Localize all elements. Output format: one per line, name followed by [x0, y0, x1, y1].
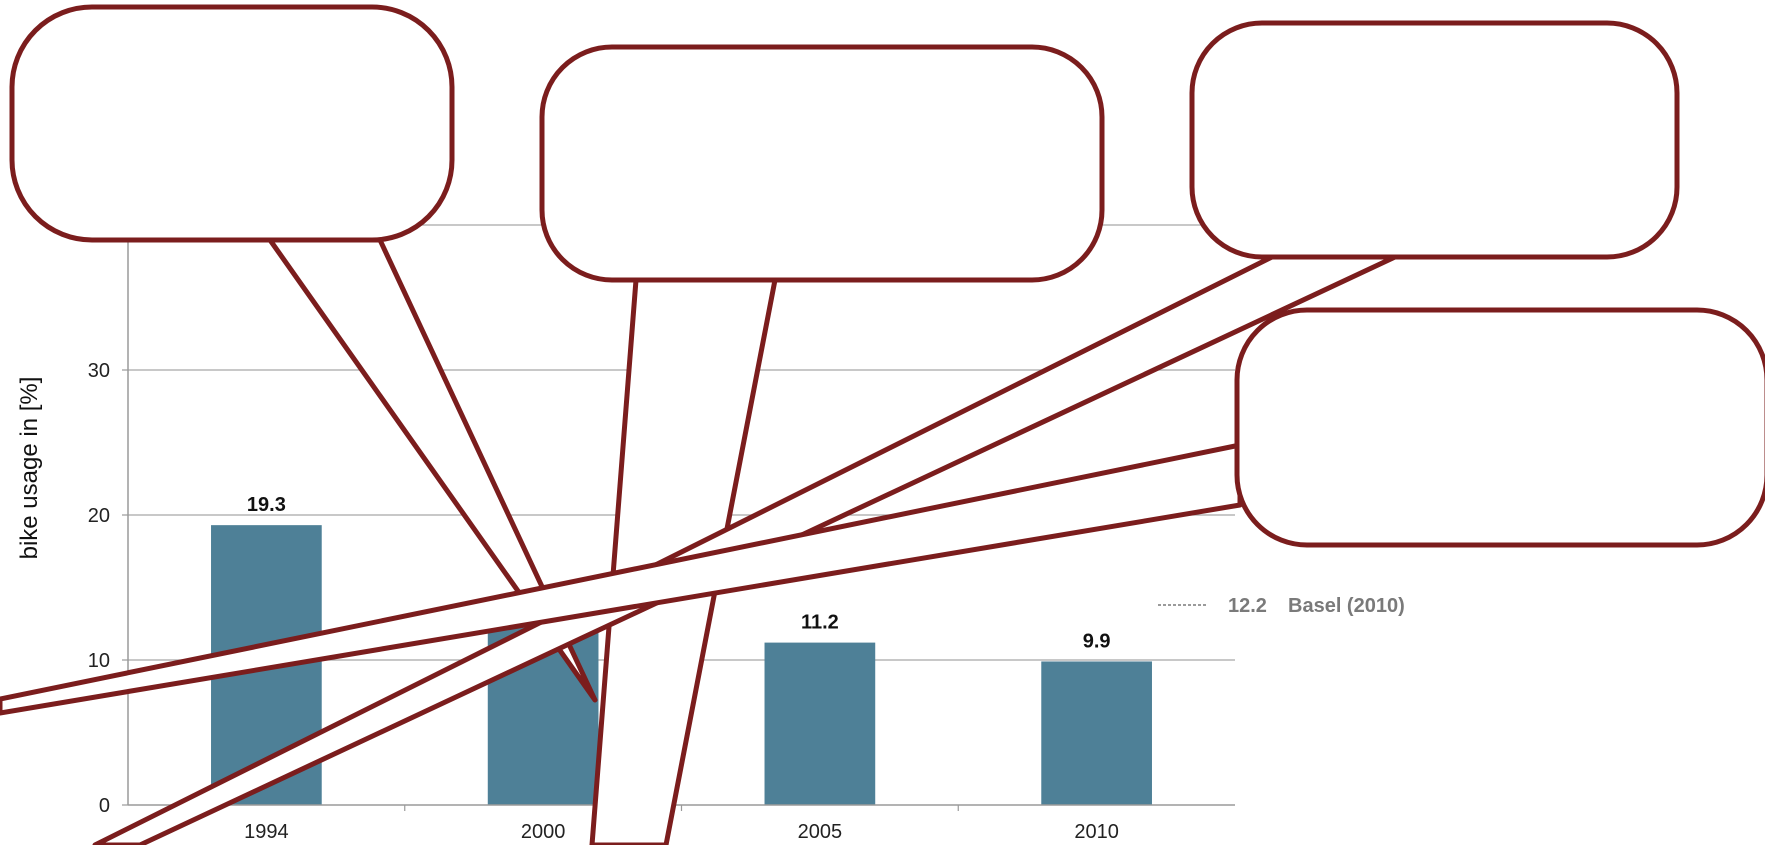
x-tick-label: 2010 — [1074, 821, 1119, 843]
y-axis-label: bike usage in [%] — [16, 377, 43, 560]
x-tick-label: 2000 — [521, 821, 566, 843]
value-label-2010: 9.9 — [1083, 630, 1111, 652]
reference-line-value: 12.2 — [1228, 595, 1267, 617]
reference-line-label: Basel (2010) — [1288, 595, 1405, 617]
callout-2-box — [539, 44, 1105, 283]
value-label-1994: 19.3 — [247, 494, 286, 516]
y-tick-label: 20 — [88, 505, 110, 527]
callout-4-box — [1234, 307, 1765, 548]
value-label-2005: 11.2 — [801, 612, 839, 634]
reference-line-legend: 12.2 Basel (2010) — [1158, 595, 1405, 617]
x-tick-labels: 1994 2000 2005 2010 — [244, 805, 1119, 843]
y-tick-labels: 0 10 20 30 — [88, 360, 128, 817]
callout-1-box — [9, 4, 455, 243]
value-labels: 19.3 11.2 9.9 — [247, 494, 1111, 652]
x-tick-label: 2005 — [798, 821, 843, 843]
bar-2005 — [764, 642, 876, 805]
bar-2010 — [1041, 661, 1152, 805]
x-tick-label: 1994 — [244, 821, 289, 843]
y-tick-label: 30 — [88, 360, 110, 382]
y-tick-label: 10 — [88, 650, 110, 672]
y-tick-label: 0 — [99, 795, 110, 817]
callout-3-box — [1189, 20, 1680, 260]
